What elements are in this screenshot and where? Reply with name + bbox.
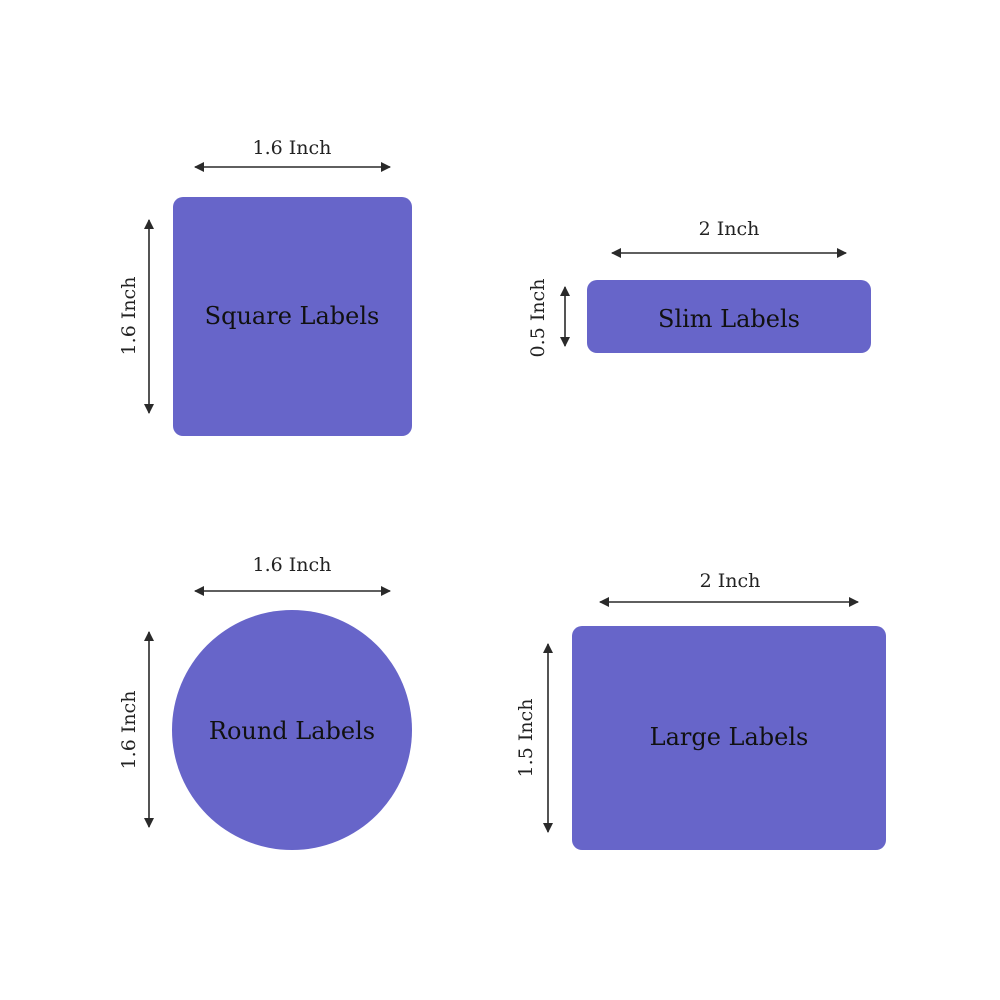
round-label-group: 1.6 Inch 1.6 Inch Round Labels bbox=[118, 554, 412, 850]
slim-label-group: 2 Inch 0.5 Inch Slim Labels bbox=[527, 218, 871, 357]
slim-width-label: 2 Inch bbox=[699, 218, 760, 240]
large-label-group: 2 Inch 1.5 Inch Large Labels bbox=[515, 570, 886, 850]
large-height-label: 1.5 Inch bbox=[515, 699, 537, 778]
round-label-shape bbox=[172, 610, 412, 850]
large-label-shape bbox=[572, 626, 886, 850]
round-height-label: 1.6 Inch bbox=[118, 691, 140, 770]
large-label-name: Large Labels bbox=[650, 723, 809, 751]
square-height-label: 1.6 Inch bbox=[118, 277, 140, 356]
square-width-label: 1.6 Inch bbox=[253, 137, 332, 159]
slim-label-name: Slim Labels bbox=[658, 305, 800, 333]
square-label-name: Square Labels bbox=[205, 302, 380, 330]
round-label-name: Round Labels bbox=[209, 717, 375, 745]
square-label-shape bbox=[173, 197, 412, 436]
round-width-label: 1.6 Inch bbox=[253, 554, 332, 576]
slim-height-label: 0.5 Inch bbox=[527, 279, 549, 358]
large-width-label: 2 Inch bbox=[700, 570, 761, 592]
square-label-group: 1.6 Inch 1.6 Inch Square Labels bbox=[118, 137, 412, 436]
slim-label-shape bbox=[587, 280, 871, 353]
